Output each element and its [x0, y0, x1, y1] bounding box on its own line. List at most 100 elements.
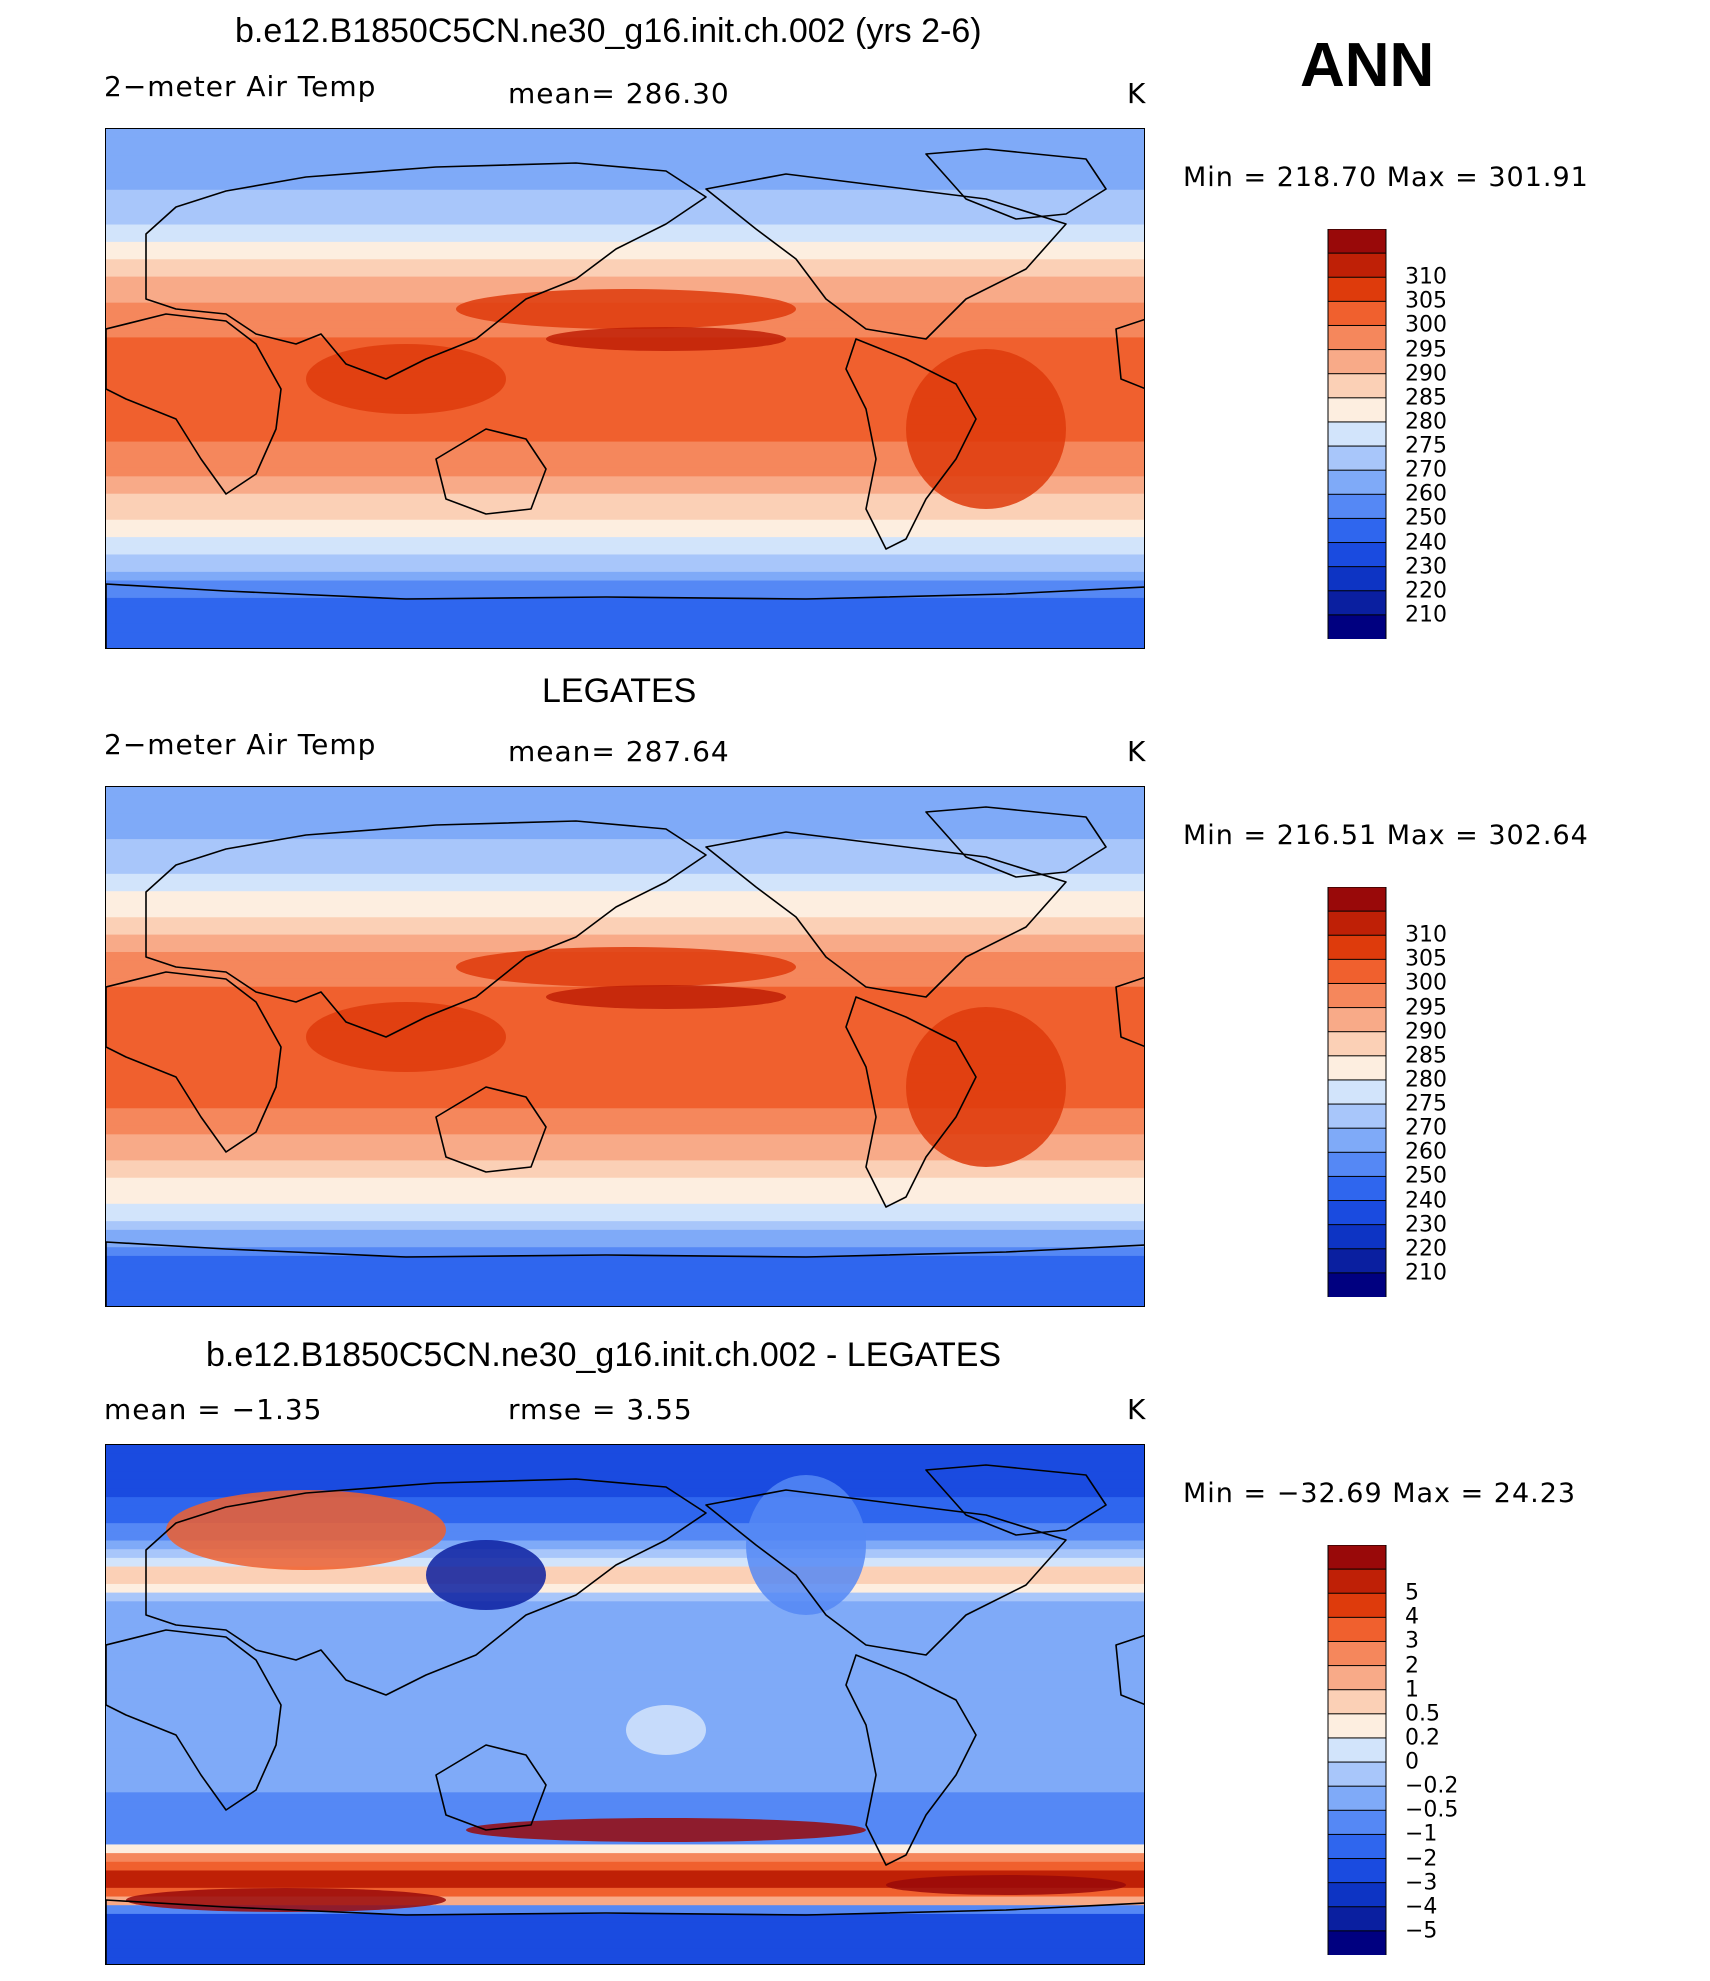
- zonal-band: [106, 1264, 1144, 1274]
- season-label: ANN: [1300, 31, 1435, 100]
- zonal-band: [106, 1523, 1144, 1533]
- colorbar-box: [1327, 910, 1387, 937]
- colorbar-box: [1327, 887, 1387, 913]
- panel-1-minmax: Min = 218.70 Max = 301.91: [1183, 162, 1589, 193]
- zonal-band: [106, 1099, 1144, 1109]
- zonal-band: [106, 1012, 1144, 1023]
- colorbar-box: [1327, 252, 1387, 279]
- colorbar-tick-label: −3: [1405, 1870, 1438, 1896]
- coastline: [845, 996, 977, 1208]
- coastline: [705, 1489, 1067, 1656]
- zonal-band: [106, 528, 1144, 538]
- zonal-band: [106, 1887, 1144, 1898]
- colorbar-box: [1327, 1785, 1387, 1812]
- zonal-band: [106, 865, 1144, 875]
- zonal-band: [106, 1221, 1144, 1231]
- zonal-band: [106, 1688, 1144, 1698]
- zonal-band: [106, 354, 1144, 365]
- zonal-band: [106, 485, 1144, 495]
- zonal-band: [106, 172, 1144, 182]
- colorbar-box: [1327, 1007, 1387, 1033]
- zonal-band: [106, 925, 1144, 936]
- colorbar-box: [1327, 1858, 1387, 1884]
- zonal-band: [106, 787, 1144, 797]
- colorbar-box: [1327, 397, 1387, 423]
- coastline: [1115, 318, 1144, 390]
- zonal-band: [106, 1644, 1144, 1654]
- colorbar-box: [1327, 1248, 1387, 1274]
- zonal-band: [106, 1090, 1144, 1101]
- colorbar-box: [1327, 1713, 1387, 1739]
- zonal-band: [106, 1151, 1144, 1161]
- zonal-band: [106, 372, 1144, 382]
- zonal-band: [106, 1505, 1144, 1516]
- zonal-band: [106, 1809, 1144, 1819]
- zonal-band: [106, 259, 1144, 269]
- zonal-band: [106, 1757, 1144, 1767]
- zonal-band: [106, 1281, 1144, 1292]
- zonal-band: [106, 917, 1144, 927]
- zonal-band: [106, 1801, 1144, 1811]
- colorbar-box: [1327, 1545, 1387, 1571]
- colorbar-box: [1327, 229, 1387, 255]
- zonal-band: [106, 1939, 1144, 1950]
- zonal-band: [106, 908, 1144, 918]
- colorbar-tick-label: 290: [1405, 361, 1447, 387]
- zonal-band: [106, 467, 1144, 477]
- zonal-band: [106, 1583, 1144, 1594]
- zonal-band: [106, 476, 1144, 486]
- zonal-band: [106, 1445, 1144, 1455]
- anomaly-region: [466, 1818, 866, 1842]
- zonal-band: [106, 1004, 1144, 1014]
- zonal-band: [106, 1844, 1144, 1854]
- zonal-band: [106, 641, 1144, 648]
- colorbar-tick-label: 280: [1405, 409, 1447, 435]
- colorbar-box: [1327, 300, 1387, 327]
- coastline: [925, 1464, 1107, 1536]
- zonal-band: [106, 1627, 1144, 1637]
- panel-1-title: b.e12.B1850C5CN.ne30_g16.init.ch.002 (yr…: [235, 12, 982, 50]
- zonal-band: [106, 346, 1144, 356]
- zonal-band: [106, 250, 1144, 260]
- zonal-band: [106, 1792, 1144, 1802]
- anomaly-region: [456, 289, 796, 329]
- zonal-band: [106, 1948, 1144, 1958]
- zonal-band: [106, 847, 1144, 858]
- zonal-band: [106, 1913, 1144, 1924]
- zonal-band: [106, 1021, 1144, 1031]
- zonal-band: [106, 1783, 1144, 1793]
- coastline: [1115, 976, 1144, 1048]
- zonal-band: [106, 1740, 1144, 1750]
- colorbar-box: [1327, 1272, 1387, 1297]
- zonal-band: [106, 1870, 1144, 1880]
- anomaly-region: [626, 1705, 706, 1755]
- colorbar-tick-label: −0.2: [1405, 1773, 1459, 1799]
- zonal-band: [106, 813, 1144, 823]
- anomaly-region: [306, 344, 506, 414]
- panel-1-units: K: [1127, 77, 1147, 110]
- colorbar-box: [1327, 1616, 1387, 1643]
- anomaly-region: [886, 1875, 1126, 1895]
- panel-3-units: K: [1127, 1393, 1147, 1426]
- zonal-band: [106, 233, 1144, 243]
- zonal-band: [106, 1670, 1144, 1681]
- zonal-band: [106, 189, 1144, 200]
- zonal-band: [106, 1592, 1144, 1602]
- zonal-band: [106, 1299, 1144, 1306]
- zonal-band: [106, 424, 1144, 434]
- zonal-band: [106, 1169, 1144, 1179]
- zonal-band: [106, 1255, 1144, 1266]
- colorbar-box: [1327, 542, 1387, 568]
- anomaly-region: [906, 1007, 1066, 1167]
- zonal-band: [106, 389, 1144, 399]
- colorbar-box: [1327, 349, 1387, 375]
- zonal-band: [106, 580, 1144, 590]
- zonal-band: [106, 1497, 1144, 1507]
- colorbar-box: [1327, 517, 1387, 544]
- colorbar-tick-label: 210: [1405, 602, 1447, 628]
- colorbar-tick-label: −4: [1405, 1894, 1438, 1920]
- zonal-band: [106, 606, 1144, 616]
- zonal-band: [106, 1056, 1144, 1066]
- colorbar-box: [1327, 614, 1387, 639]
- colorbar-tick-label: 260: [1405, 481, 1447, 507]
